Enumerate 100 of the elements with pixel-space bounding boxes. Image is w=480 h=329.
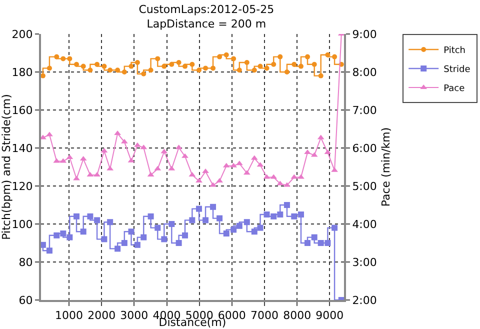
point [80, 64, 86, 69]
point [210, 66, 216, 71]
point [140, 234, 147, 240]
point [252, 68, 257, 73]
point [258, 64, 263, 69]
point [46, 132, 53, 136]
point [202, 217, 209, 224]
point [108, 68, 113, 73]
point [312, 62, 317, 67]
point [217, 54, 222, 60]
point [332, 224, 338, 231]
point [80, 228, 86, 235]
point [257, 224, 264, 231]
point [318, 240, 324, 246]
point [284, 202, 290, 208]
point [216, 178, 223, 183]
point [270, 213, 277, 220]
y-tick-label: 140 [12, 142, 33, 155]
x-tick-label: 9000 [316, 309, 344, 322]
point [231, 56, 236, 62]
point [305, 54, 310, 60]
point [94, 172, 100, 176]
point [87, 213, 94, 220]
y2-tick-label: 9:00 [352, 28, 377, 41]
point [189, 217, 196, 224]
point [54, 232, 60, 238]
point [121, 240, 128, 246]
legend-label: Stride [444, 65, 471, 76]
point [230, 226, 237, 233]
point [251, 228, 258, 235]
y-axis-title: Pitch(bpm) and Stride(cm) [0, 94, 13, 240]
point [41, 73, 46, 78]
point [168, 221, 175, 227]
point [114, 246, 121, 252]
y2-tick-label: 2:00 [352, 294, 377, 307]
point [182, 153, 188, 158]
point [223, 230, 230, 236]
point [318, 73, 324, 78]
point [236, 68, 242, 73]
point [94, 62, 100, 67]
point [304, 150, 311, 154]
point [264, 212, 270, 218]
x-tick-label: 7000 [250, 309, 278, 322]
point [176, 240, 182, 246]
point [66, 234, 73, 240]
point [277, 212, 284, 218]
y-tick-label: 180 [12, 66, 33, 79]
point [128, 64, 134, 69]
point [244, 60, 250, 65]
point [46, 66, 52, 71]
point [74, 213, 80, 220]
point [196, 178, 202, 183]
point [292, 62, 297, 67]
y2-tick-label: 4:00 [352, 218, 377, 231]
point [141, 71, 146, 76]
point [224, 52, 229, 58]
y-tick-label: 80 [18, 256, 33, 269]
point [190, 62, 195, 67]
point [122, 70, 127, 74]
y-tick-label: 60 [18, 294, 33, 307]
point [264, 66, 270, 71]
point [216, 215, 223, 222]
y-tick-label: 160 [12, 104, 33, 117]
point [60, 230, 66, 236]
x-tick-label: 1000 [55, 309, 84, 322]
y2-axis-title: Pace (min/km) [380, 127, 393, 207]
point [182, 232, 188, 238]
point [102, 64, 107, 69]
point [325, 52, 330, 58]
legend-label: Pitch [444, 46, 466, 56]
point [176, 60, 182, 65]
y-tick-label: 200 [12, 28, 33, 41]
point [196, 206, 202, 212]
point [203, 66, 208, 71]
point [148, 213, 154, 220]
legend-label: Pace [444, 84, 466, 94]
chart-subtitle: LapDistance = 200 m [146, 17, 266, 30]
point [161, 236, 168, 242]
point [73, 176, 80, 180]
point [298, 212, 304, 218]
y-tick-label: 120 [12, 180, 33, 193]
point [134, 242, 140, 248]
point [202, 168, 209, 174]
point [271, 62, 276, 67]
point [210, 182, 216, 187]
point [284, 182, 290, 187]
point [67, 56, 72, 62]
point [46, 248, 52, 254]
point [134, 60, 140, 65]
point [311, 234, 318, 240]
point [41, 242, 46, 248]
point [291, 213, 298, 220]
x-tick-label: 8000 [283, 309, 312, 322]
chart-title: CustomLaps:2012-05-25 [138, 3, 274, 16]
point [298, 174, 304, 179]
point [101, 236, 108, 242]
point [107, 219, 114, 226]
point [324, 240, 331, 246]
x-tick-label: 2000 [88, 309, 116, 322]
point [74, 62, 80, 67]
